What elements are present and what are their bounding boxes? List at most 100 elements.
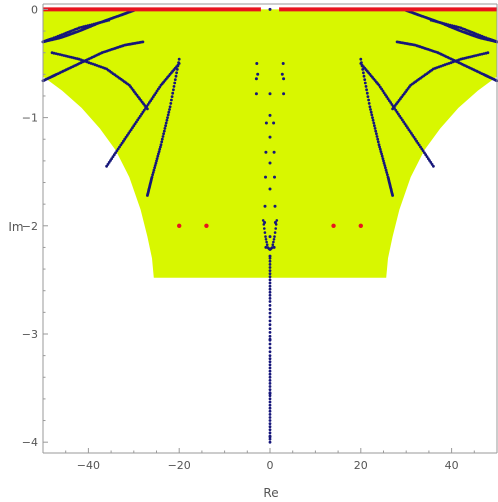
curve-2-point xyxy=(88,23,92,27)
y-tick-label: −4 xyxy=(22,436,38,449)
curve-12-point xyxy=(268,354,272,357)
imag-axis-point xyxy=(272,245,276,249)
curve-10-point xyxy=(361,68,365,71)
curve-10-point xyxy=(376,140,380,144)
imag-axis-point xyxy=(282,77,286,81)
axes-frame xyxy=(42,3,498,454)
curve-12-point xyxy=(268,416,272,419)
imag-axis-point xyxy=(268,161,272,165)
curve-10-point xyxy=(362,71,365,75)
curve-2-point xyxy=(84,24,87,28)
imag-axis-point xyxy=(268,7,272,11)
curve-10-point xyxy=(386,173,389,177)
curve-4-point xyxy=(165,118,169,122)
curve-12-point xyxy=(268,397,272,401)
curve-4-point xyxy=(172,85,176,88)
plot-area xyxy=(41,7,498,444)
y-tick-label: 0 xyxy=(31,3,38,16)
curve-12-point xyxy=(268,388,272,391)
cusp-point xyxy=(261,219,265,222)
curve-11-point xyxy=(406,126,409,129)
curve-12-point xyxy=(268,315,272,319)
curve-8-point xyxy=(446,23,450,26)
curve-4-point xyxy=(156,154,160,158)
curve-12-point xyxy=(268,375,272,379)
y-tick-label: −2 xyxy=(22,220,38,233)
curve-5-point xyxy=(119,143,123,147)
curve-10-point xyxy=(373,126,377,130)
curve-12-point xyxy=(268,360,272,364)
imag-axis-point xyxy=(268,235,272,239)
curve-4-point xyxy=(168,105,172,109)
curve-11-point xyxy=(400,118,404,122)
curve-12-point xyxy=(268,281,272,285)
curve-5-point xyxy=(148,101,151,104)
y-axis-ticks: 0 −1 −2 −3 −4 xyxy=(22,3,48,449)
curve-5-point xyxy=(131,126,134,129)
curve-12-point xyxy=(268,275,272,279)
curve-12-point xyxy=(268,440,272,444)
imag-axis-point xyxy=(268,92,272,96)
curve-5-point xyxy=(111,155,115,159)
curve-11-point xyxy=(397,112,400,116)
curve-4-point xyxy=(164,121,168,125)
curve-10-point xyxy=(371,116,374,119)
curve-2-point xyxy=(101,20,104,24)
cusp-point xyxy=(274,227,278,230)
curve-4-point xyxy=(159,145,162,149)
cusp-point xyxy=(272,238,276,241)
imag-axis-point xyxy=(254,77,258,81)
curve-10-point xyxy=(391,194,394,197)
cusp-point xyxy=(265,243,269,246)
curve-8-point xyxy=(453,24,456,28)
curve-10-point xyxy=(380,152,383,156)
curve-4-point xyxy=(158,147,162,151)
curve-8-point xyxy=(434,19,437,23)
curve-10-point xyxy=(382,159,385,163)
curve-10-point xyxy=(376,137,380,141)
curve-12-point xyxy=(268,327,272,330)
curve-12-point xyxy=(268,379,272,382)
imag-axis-point xyxy=(256,72,260,76)
curve-5-point xyxy=(144,106,147,110)
curve-4-point xyxy=(167,110,171,114)
curve-12-point xyxy=(268,350,272,354)
curve-10-point xyxy=(372,121,376,125)
curve-2-point xyxy=(86,24,90,27)
curve-12-point xyxy=(268,290,272,294)
curve-4-point xyxy=(155,159,158,163)
curve-10-point xyxy=(381,157,385,161)
x-axis-label: Re xyxy=(263,486,278,500)
curve-8-point xyxy=(438,21,441,24)
curve-11-point xyxy=(425,155,429,159)
curve-3-point xyxy=(50,51,54,55)
curve-4-point xyxy=(161,135,165,138)
curve-12-point xyxy=(268,319,272,323)
curve-12-point xyxy=(268,263,272,266)
curve-5-point xyxy=(140,112,144,116)
imag-axis-point xyxy=(268,435,272,439)
imag-axis-point xyxy=(268,113,272,117)
curve-4-point xyxy=(173,78,177,81)
curve-12-point xyxy=(268,422,272,425)
curve-4-point xyxy=(163,126,167,130)
curve-5-point xyxy=(127,132,130,135)
curve-10-point xyxy=(385,171,389,174)
y-tick-label: −3 xyxy=(22,328,38,341)
curve-10-point xyxy=(362,74,366,78)
curve-10-point xyxy=(384,168,388,172)
curve-12-point xyxy=(268,382,272,385)
x-tick-label: −20 xyxy=(168,459,191,472)
curve-10-point xyxy=(384,166,387,170)
cusp-point xyxy=(273,235,276,238)
curve-12-point xyxy=(268,256,272,260)
curve-12-point xyxy=(268,369,272,373)
curve-12-point xyxy=(268,334,272,338)
curve-10-point xyxy=(365,91,369,95)
curve-8-point xyxy=(444,22,448,26)
curve-10-point xyxy=(373,124,376,128)
curve-12-point xyxy=(268,425,272,429)
curve-8-point xyxy=(436,20,439,24)
curve-2-point xyxy=(94,22,98,25)
curve-4-point xyxy=(168,108,171,111)
